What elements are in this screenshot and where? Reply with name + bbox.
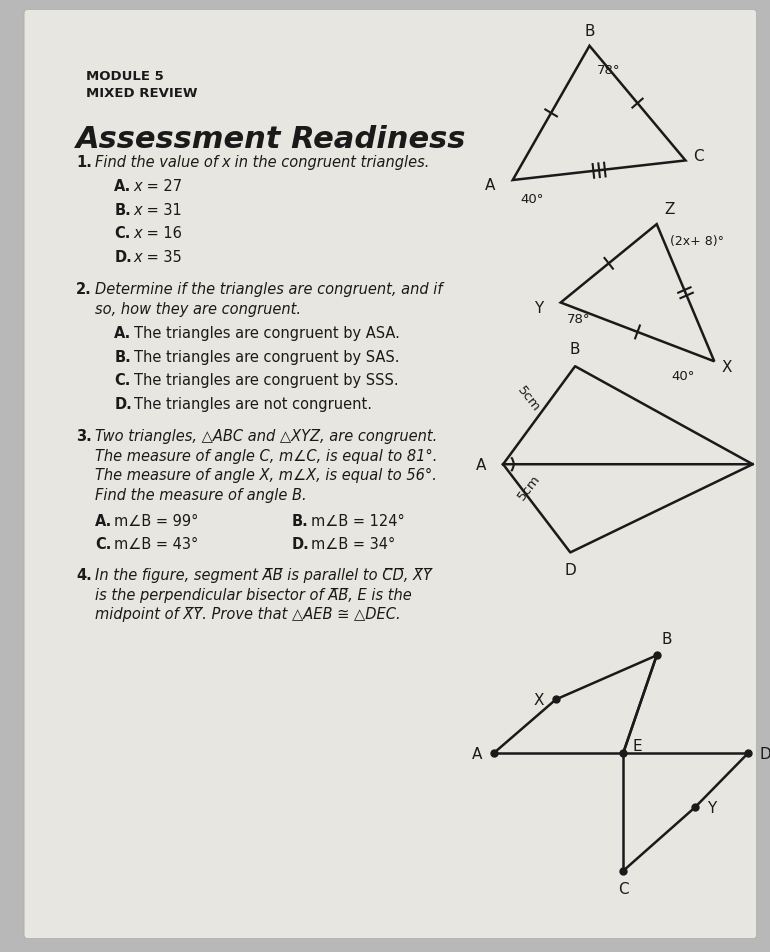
Text: = 31: = 31: [142, 203, 182, 217]
Text: C.: C.: [114, 373, 131, 387]
Text: 2.: 2.: [76, 282, 92, 297]
Text: The triangles are congruent by ASA.: The triangles are congruent by ASA.: [133, 326, 400, 341]
Text: m∠B = 124°: m∠B = 124°: [311, 514, 405, 528]
Text: midpoint of X̅Y̅. Prove that △AEB ≅ △DEC.: midpoint of X̅Y̅. Prove that △AEB ≅ △DEC…: [95, 606, 400, 622]
Text: D.: D.: [114, 396, 132, 411]
Text: 78°: 78°: [567, 313, 590, 326]
Text: B.: B.: [114, 349, 131, 365]
Text: x: x: [133, 226, 142, 241]
Text: D.: D.: [292, 536, 310, 551]
Text: C.: C.: [95, 536, 112, 551]
Text: B: B: [661, 631, 672, 645]
Text: B.: B.: [292, 514, 309, 528]
Text: is the perpendicular bisector of A̅B̅, E is the: is the perpendicular bisector of A̅B̅, E…: [95, 587, 412, 602]
Text: C.: C.: [114, 226, 131, 241]
Text: B: B: [570, 342, 581, 357]
Text: Assessment Readiness: Assessment Readiness: [76, 125, 467, 154]
Text: m∠B = 34°: m∠B = 34°: [311, 536, 395, 551]
Text: A: A: [475, 457, 486, 472]
Text: A: A: [471, 746, 482, 761]
Text: x: x: [133, 179, 142, 194]
Text: X: X: [534, 692, 544, 707]
Text: m∠B = 43°: m∠B = 43°: [114, 536, 199, 551]
Text: Y: Y: [707, 800, 716, 815]
Text: D.: D.: [114, 249, 132, 265]
Text: = 35: = 35: [142, 249, 182, 265]
Text: C: C: [618, 881, 628, 896]
Text: Determine if the triangles are congruent, and if: Determine if the triangles are congruent…: [95, 282, 443, 297]
Text: x: x: [222, 154, 230, 169]
Text: The measure of angle X, m∠X, is equal to 56°.: The measure of angle X, m∠X, is equal to…: [95, 467, 437, 483]
Text: in the congruent triangles.: in the congruent triangles.: [229, 154, 429, 169]
Text: 3.: 3.: [76, 428, 92, 444]
Text: 4.: 4.: [76, 567, 92, 583]
Text: 40°: 40°: [521, 192, 544, 206]
Text: D: D: [564, 563, 576, 578]
Text: 5cm: 5cm: [514, 384, 543, 414]
Text: A.: A.: [114, 179, 132, 194]
Text: 78°: 78°: [598, 65, 621, 77]
Text: X: X: [722, 359, 732, 374]
Text: Y: Y: [534, 301, 544, 316]
Text: The triangles are congruent by SAS.: The triangles are congruent by SAS.: [133, 349, 399, 365]
Text: A.: A.: [95, 514, 112, 528]
Text: The triangles are congruent by SSS.: The triangles are congruent by SSS.: [133, 373, 398, 387]
Text: D: D: [759, 746, 770, 761]
Text: In the figure, segment A̅B̅ is parallel to C̅D̅, X̅Y̅: In the figure, segment A̅B̅ is parallel …: [95, 567, 432, 583]
Text: = 16: = 16: [142, 226, 182, 241]
FancyBboxPatch shape: [24, 10, 757, 939]
Text: A.: A.: [114, 326, 132, 341]
Text: Two triangles, △ABC and △XYZ, are congruent.: Two triangles, △ABC and △XYZ, are congru…: [95, 428, 437, 444]
Text: B: B: [584, 24, 594, 39]
Text: m∠B = 99°: m∠B = 99°: [114, 514, 199, 528]
Text: B.: B.: [114, 203, 131, 217]
Text: 5cm: 5cm: [514, 471, 543, 502]
Text: x: x: [133, 249, 142, 265]
Text: C: C: [693, 149, 704, 164]
Text: 40°: 40°: [671, 369, 695, 383]
Text: so, how they are congruent.: so, how they are congruent.: [95, 301, 301, 316]
Text: MIXED REVIEW: MIXED REVIEW: [85, 87, 197, 100]
Text: A: A: [485, 178, 495, 193]
Text: x: x: [133, 203, 142, 217]
Text: 1.: 1.: [76, 154, 92, 169]
Text: E: E: [633, 738, 642, 753]
Text: Find the value of: Find the value of: [95, 154, 223, 169]
Text: MODULE 5: MODULE 5: [85, 70, 163, 83]
Text: Z: Z: [665, 202, 675, 217]
Text: (2x+ 8)°: (2x+ 8)°: [670, 235, 724, 248]
Text: The triangles are not congruent.: The triangles are not congruent.: [133, 396, 371, 411]
Text: Find the measure of angle B.: Find the measure of angle B.: [95, 487, 306, 503]
Text: The measure of angle C, m∠C, is equal to 81°.: The measure of angle C, m∠C, is equal to…: [95, 448, 437, 463]
Text: = 27: = 27: [142, 179, 182, 194]
